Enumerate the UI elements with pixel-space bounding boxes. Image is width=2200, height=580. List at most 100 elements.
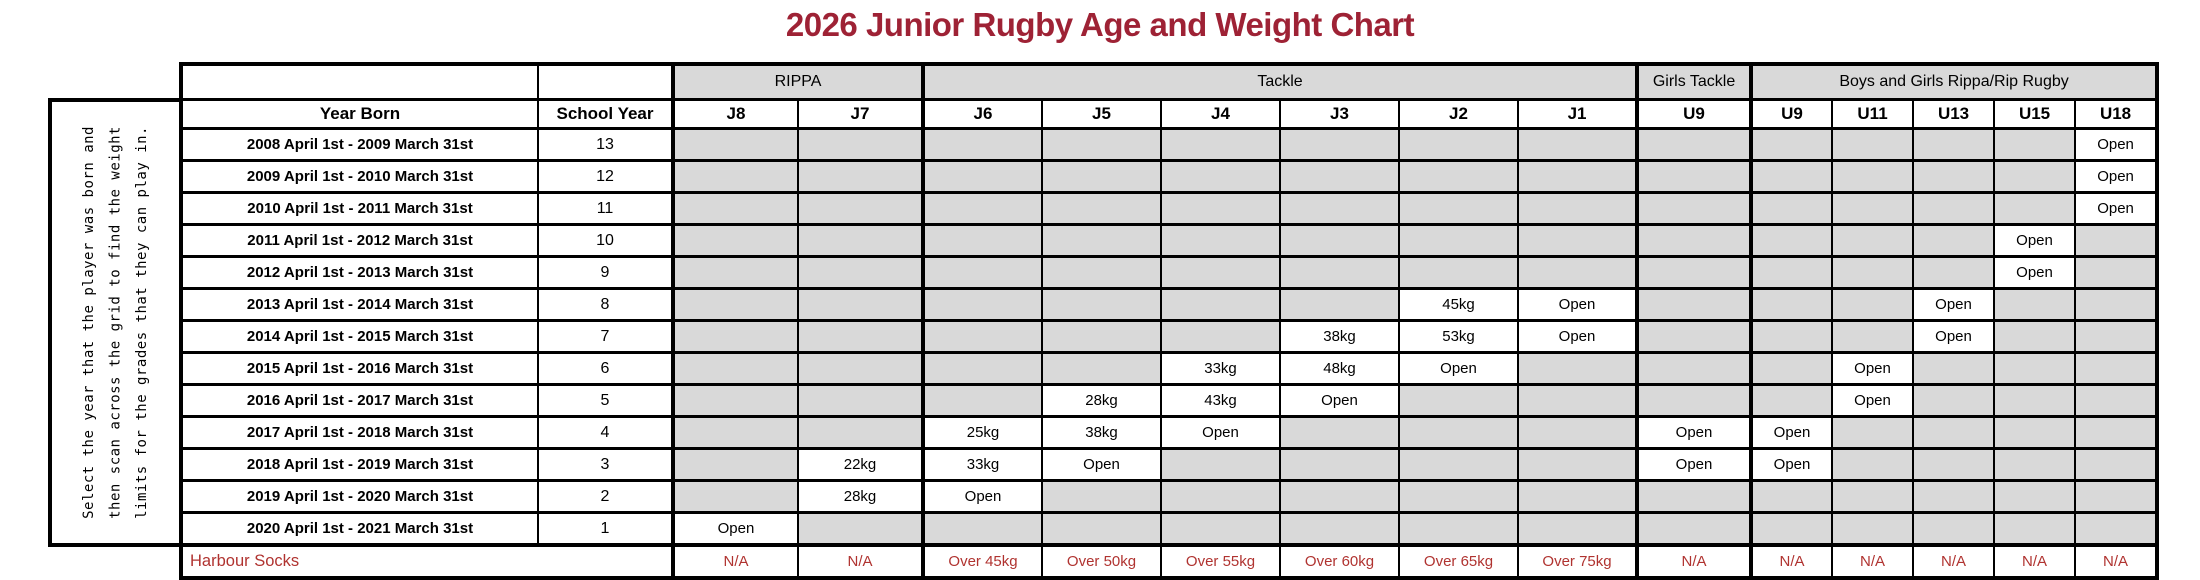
grade-cell [1912,159,1996,194]
grade-cell: Open [1398,351,1520,386]
table-row: 2010 April 1st - 2011 March 31st 11 Open [50,191,2160,226]
grade-cell [921,159,1044,194]
school-year-cell: 13 [537,127,674,162]
grade-cell: 33kg [921,447,1044,482]
grade-cell [796,223,925,258]
grade-cell: Open [1993,255,2077,290]
grade-cell [671,415,799,450]
group-header-tackle: Tackle [921,62,1639,101]
grade-cell [1993,447,2077,482]
grade-cell [1041,287,1163,322]
grade-cell [1279,447,1401,482]
footer-value-cell: N/A [2074,543,2160,580]
grade-cell [921,127,1044,162]
grade-cell [796,255,925,290]
table-row: 2011 April 1st - 2012 March 31st 10 Open [50,223,2160,258]
grade-cell [1993,351,2077,386]
grade-cell [2074,383,2160,418]
footer-value-cell: N/A [1912,543,1996,580]
grade-cell [921,351,1044,386]
grade-cell [1831,447,1915,482]
grade-cell [796,383,925,418]
grade-cell: Open [1517,319,1639,354]
grade-cell [1160,479,1282,514]
grade-cell [1635,511,1753,547]
table-row: 2016 April 1st - 2017 March 31st 5 28kg … [50,383,2160,418]
grade-cell [1160,511,1282,547]
grade-cell [1279,223,1401,258]
grade-cell [671,255,799,290]
grade-cell [1041,351,1163,386]
column-header-u9: U9 [1749,98,1834,130]
grade-cell [2074,415,2160,450]
grade-cell [1749,319,1834,354]
grade-cell: Open [1160,415,1282,450]
side-note-text: Select the year that the player was born… [80,125,150,519]
grade-cell [2074,223,2160,258]
grade-cell: Open [1635,447,1753,482]
grade-cell [671,351,799,386]
year-born-cell: 2013 April 1st - 2014 March 31st [180,287,539,322]
harbour-socks-row: Harbour Socks N/A N/A Over 45kg Over 50k… [50,543,2160,580]
table-row: 2020 April 1st - 2021 March 31st 1 Open [50,511,2160,547]
grade-cell [921,383,1044,418]
grade-cell [1912,127,1996,162]
grade-cell [1160,223,1282,258]
grade-cell [1398,415,1520,450]
grade-cell: 33kg [1160,351,1282,386]
age-weight-table: RIPPA Tackle Girls Tackle Boys and Girls… [48,62,2160,580]
grade-cell [1912,415,1996,450]
grade-cell [1517,511,1639,547]
grade-cell [1160,319,1282,354]
grade-cell [2074,351,2160,386]
group-header-row: RIPPA Tackle Girls Tackle Boys and Girls… [50,62,2160,101]
grade-cell [1831,479,1915,514]
grade-cell: Open [1279,383,1401,418]
footer-value-cell: N/A [796,543,925,580]
grade-cell: Open [1749,415,1834,450]
table-row: 2015 April 1st - 2016 March 31st 6 33kg … [50,351,2160,386]
grade-cell [1398,191,1520,226]
grade-cell [1749,479,1834,514]
grade-cell [1635,383,1753,418]
grade-cell [1749,511,1834,547]
grade-cell: 22kg [796,447,925,482]
column-header-u18: U18 [2074,98,2160,130]
grade-cell [921,223,1044,258]
grade-cell: Open [1635,415,1753,450]
grade-cell: Open [1517,287,1639,322]
grade-cell [796,127,925,162]
grade-cell: Open [2074,191,2160,226]
year-born-cell: 2019 April 1st - 2020 March 31st [180,479,539,514]
grade-cell [1635,319,1753,354]
school-year-cell: 8 [537,287,674,322]
column-header-u15: U15 [1993,98,2077,130]
grade-cell: 45kg [1398,287,1520,322]
grade-cell [1160,447,1282,482]
year-born-cell: 2012 April 1st - 2013 March 31st [180,255,539,290]
grade-cell [1398,511,1520,547]
school-year-cell: 6 [537,351,674,386]
grade-cell [1041,223,1163,258]
grade-cell [1749,351,1834,386]
grade-cell [671,447,799,482]
grade-cell [1398,479,1520,514]
grade-cell [1041,511,1163,547]
grade-cell [796,319,925,354]
grade-cell [921,191,1044,226]
grade-cell [1831,511,1915,547]
column-header-u13: U13 [1912,98,1996,130]
group-header-rippa: RIPPA [670,62,925,101]
grade-cell [1279,255,1401,290]
school-year-cell: 5 [537,383,674,418]
grade-cell [1635,223,1753,258]
column-header-j1: J1 [1517,98,1639,130]
grade-cell [671,191,799,226]
grade-cell [1160,255,1282,290]
grade-cell [1517,447,1639,482]
column-header-school-year: School Year [537,98,674,130]
page-title: 2026 Junior Rugby Age and Weight Chart [785,6,1415,43]
footer-value-cell: N/A [671,543,799,580]
footer-value-cell: Over 50kg [1041,543,1163,580]
grade-cell [671,127,799,162]
